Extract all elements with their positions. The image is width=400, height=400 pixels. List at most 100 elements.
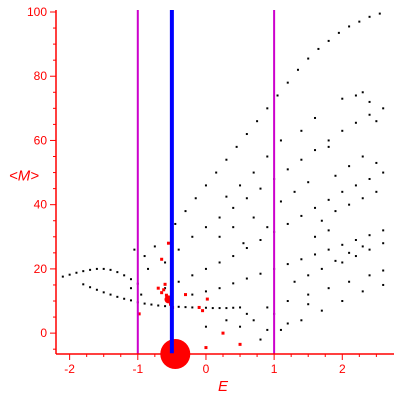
data-point bbox=[129, 278, 132, 281]
data-point bbox=[368, 113, 371, 116]
highlight-point bbox=[197, 305, 201, 309]
data-point bbox=[150, 303, 153, 306]
data-point bbox=[368, 234, 371, 237]
data-point bbox=[218, 216, 221, 219]
highlight-point bbox=[184, 293, 188, 297]
data-point bbox=[109, 268, 112, 271]
data-point bbox=[300, 258, 303, 261]
data-point bbox=[204, 226, 207, 229]
data-point bbox=[245, 312, 248, 315]
data-point bbox=[232, 282, 235, 285]
data-point bbox=[300, 158, 303, 161]
data-point bbox=[354, 94, 357, 97]
data-point bbox=[164, 305, 167, 308]
data-point bbox=[375, 161, 378, 164]
data-point bbox=[164, 287, 167, 290]
highlight-point bbox=[156, 286, 160, 290]
data-point bbox=[266, 226, 269, 229]
data-point bbox=[314, 116, 317, 119]
data-point bbox=[245, 133, 248, 136]
data-point bbox=[368, 15, 371, 18]
data-point bbox=[215, 171, 218, 174]
x-tick-label: -2 bbox=[64, 362, 75, 376]
data-point bbox=[239, 184, 242, 187]
data-point bbox=[191, 306, 194, 309]
data-point bbox=[204, 184, 207, 187]
data-point bbox=[147, 267, 150, 270]
data-point bbox=[266, 328, 269, 331]
data-point bbox=[204, 325, 207, 328]
x-tick-label: 0 bbox=[203, 362, 210, 376]
data-point bbox=[307, 303, 310, 306]
data-point bbox=[235, 145, 238, 148]
data-point bbox=[354, 239, 357, 241]
data-point bbox=[286, 168, 289, 171]
data-point bbox=[348, 203, 351, 206]
data-point bbox=[348, 165, 351, 168]
data-point bbox=[358, 20, 361, 23]
data-point bbox=[184, 210, 187, 213]
data-point bbox=[191, 274, 194, 277]
highlight-point bbox=[201, 309, 205, 313]
data-point bbox=[204, 290, 207, 293]
data-point bbox=[307, 293, 310, 296]
data-point bbox=[361, 197, 364, 200]
data-point bbox=[361, 245, 364, 248]
highlight-point bbox=[166, 298, 170, 302]
data-point bbox=[68, 273, 71, 276]
x-tick-label: -1 bbox=[132, 362, 143, 376]
data-point bbox=[61, 275, 64, 278]
data-point bbox=[327, 229, 330, 232]
data-point bbox=[232, 226, 235, 229]
data-point bbox=[204, 306, 207, 309]
data-point bbox=[327, 198, 330, 201]
data-point bbox=[102, 291, 105, 294]
data-point bbox=[259, 187, 262, 190]
data-point bbox=[314, 235, 317, 238]
data-point bbox=[266, 155, 269, 158]
data-point bbox=[354, 255, 357, 258]
data-point bbox=[259, 338, 262, 341]
data-point bbox=[279, 328, 282, 331]
highlight-point bbox=[164, 293, 168, 297]
y-tick-label: 100 bbox=[27, 5, 47, 19]
data-point bbox=[286, 81, 289, 84]
x-tick-label: 1 bbox=[271, 362, 278, 376]
data-point bbox=[133, 248, 136, 251]
data-point bbox=[204, 267, 207, 270]
reference-lines bbox=[136, 10, 276, 354]
scatter-points bbox=[61, 12, 385, 350]
data-point bbox=[382, 229, 385, 232]
data-point bbox=[225, 307, 228, 310]
data-point bbox=[337, 31, 340, 34]
data-point bbox=[354, 184, 357, 187]
data-point bbox=[218, 235, 221, 238]
data-point bbox=[341, 300, 344, 303]
y-tick-label: 40 bbox=[34, 198, 48, 212]
data-point bbox=[276, 94, 279, 97]
data-point bbox=[143, 302, 146, 305]
highlight-point bbox=[163, 282, 167, 286]
y-tick-label: 0 bbox=[40, 326, 47, 340]
data-point bbox=[317, 47, 320, 50]
data-point bbox=[286, 263, 289, 266]
data-point bbox=[300, 214, 303, 217]
data-point bbox=[129, 299, 132, 302]
data-point bbox=[341, 97, 344, 100]
data-point bbox=[354, 121, 357, 124]
data-point bbox=[286, 222, 289, 225]
highlight-point bbox=[160, 291, 164, 295]
data-point bbox=[382, 107, 385, 110]
data-point bbox=[252, 216, 255, 219]
highlight-point bbox=[238, 342, 242, 346]
data-point bbox=[368, 274, 371, 277]
data-point bbox=[293, 190, 296, 193]
data-point bbox=[123, 297, 126, 300]
data-point bbox=[266, 306, 269, 309]
data-point bbox=[327, 39, 330, 42]
highlight-point bbox=[205, 297, 209, 301]
data-point bbox=[82, 270, 85, 273]
data-point bbox=[245, 277, 248, 280]
data-point bbox=[82, 283, 85, 286]
x-tick-label: 2 bbox=[339, 362, 346, 376]
